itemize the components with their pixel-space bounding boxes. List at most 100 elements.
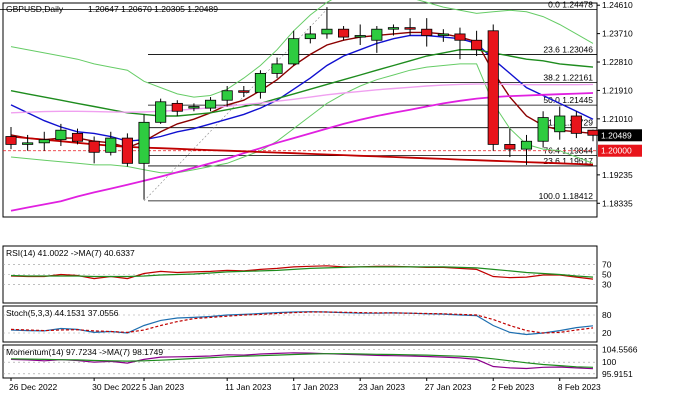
candle-body <box>22 142 34 145</box>
candle <box>105 131 117 156</box>
date-tick-label: 23 Jan 2023 <box>358 382 405 392</box>
candle <box>188 103 200 112</box>
sub-axis-label: 80 <box>602 310 612 320</box>
candle <box>155 98 167 124</box>
date-tick-label: 2 Feb 2023 <box>491 382 534 392</box>
candle-body <box>504 144 516 150</box>
series-line-1 <box>10 311 594 334</box>
price-panel-frame <box>2 2 598 218</box>
candle <box>404 18 416 36</box>
candle <box>354 24 366 45</box>
series-line-0 <box>10 352 594 370</box>
candle <box>171 100 183 116</box>
date-tick-label: 11 Jan 2023 <box>225 382 271 392</box>
fib-label-3: 50.0 1.21445 <box>543 95 593 105</box>
candle <box>321 7 333 39</box>
fib-label-2: 38.2 1.22161 <box>543 73 593 83</box>
candle <box>387 24 400 36</box>
candle <box>55 123 67 146</box>
momentum-title: Momentum(14) 97.7234 ->MA(7) 98.1749 <box>6 347 163 357</box>
candle <box>570 111 582 139</box>
moving-average-1 <box>10 31 594 149</box>
candle <box>537 111 549 148</box>
candle-body <box>520 140 533 150</box>
momentum-panel: Momentum(14) 97.7234 ->MA(7) 98.1749 <box>2 344 598 379</box>
sub-axis-label: 50 <box>602 270 612 280</box>
sub-axis-label: 100 <box>602 357 616 367</box>
series-line-1 <box>10 266 594 278</box>
candle <box>437 29 449 42</box>
candle-body <box>71 132 84 142</box>
candle-body <box>537 117 549 142</box>
candle-body <box>570 115 582 134</box>
candle-body <box>454 33 466 41</box>
bollinger-lower <box>10 63 594 174</box>
chart-ohlc: 1.20647 1.20670 1.20305 1.20489 <box>88 4 218 14</box>
red-level-label: 1.20000 <box>601 146 632 156</box>
sub-axis-label: 30 <box>602 280 612 290</box>
date-tick-label: 8 Feb 2023 <box>558 382 601 392</box>
candle <box>121 133 133 167</box>
candle-body <box>288 38 300 65</box>
candle-body <box>404 27 416 30</box>
candle <box>38 131 50 151</box>
candle-body <box>155 101 167 123</box>
price-tick-label: 1.18335 <box>602 198 633 208</box>
price-tick-label: 1.21010 <box>602 114 633 124</box>
current-price-tag <box>598 129 642 142</box>
stochastic-panel: Stoch(5,3,3) 44.1531 37.0556 <box>2 305 598 343</box>
candle-body <box>354 35 366 38</box>
candle <box>371 26 383 53</box>
candle <box>5 127 17 150</box>
candle <box>504 128 516 158</box>
candle-body <box>554 115 566 133</box>
candle <box>288 30 300 66</box>
stochastic-panel-frame <box>2 305 598 343</box>
date-tick-label: 26 Dec 2022 <box>9 382 57 392</box>
axes: 1.24610 1.23710 1.22810 1.21910 1.21010 1.204… <box>9 0 642 392</box>
sub-axis-label: 20 <box>602 328 612 338</box>
candle <box>88 136 100 164</box>
candle-body <box>587 129 599 136</box>
series-line-1 <box>10 353 594 368</box>
sub-axis-label: 95.9151 <box>602 369 633 379</box>
candle <box>271 57 283 79</box>
candle-body <box>238 90 250 93</box>
momentum-panel-frame <box>2 344 598 379</box>
candle-body <box>421 28 433 36</box>
candle-body <box>221 90 233 101</box>
candle <box>338 26 350 41</box>
fib-label-0: 0.0 1.24478 <box>548 0 593 9</box>
date-tick-label: 5 Jan 2023 <box>142 382 184 392</box>
fib-label-6: 23.6 1.19517 <box>543 156 593 166</box>
fibonacci-levels: 0.0 1.24478 23.6 1.23046 38.2 1.22161 50.0 … <box>0 0 597 202</box>
candle <box>138 114 150 200</box>
current-price-label: 1.20489 <box>601 130 632 140</box>
moving-average-0 <box>10 34 594 142</box>
candle-body <box>188 106 200 109</box>
candle <box>238 86 250 98</box>
moving-average-3 <box>10 83 594 114</box>
candle-body <box>254 72 266 93</box>
candle <box>22 134 34 151</box>
candle-body <box>321 28 333 35</box>
candle-body <box>437 33 449 36</box>
candle <box>221 86 233 107</box>
sub-axis-label: 104.5566 <box>602 344 638 354</box>
candle <box>554 106 566 140</box>
candle-body <box>55 129 67 141</box>
candle-body <box>5 136 17 145</box>
candle <box>421 18 433 47</box>
date-tick-label: 27 Jan 2023 <box>425 382 472 392</box>
bollinger-upper <box>10 0 594 98</box>
price-tick-label: 1.19235 <box>602 170 633 180</box>
fib-label-1: 23.6 1.23046 <box>543 45 593 55</box>
rsi-title: RSI(14) 41.0022 ->MA(7) 40.6337 <box>6 248 135 258</box>
candle-body <box>171 102 183 112</box>
chart-symbol: GBPUSD,Daily <box>6 4 64 14</box>
candle-body <box>105 137 117 153</box>
series-line-0 <box>10 265 594 280</box>
candle-body <box>338 28 350 38</box>
candle <box>304 26 316 44</box>
